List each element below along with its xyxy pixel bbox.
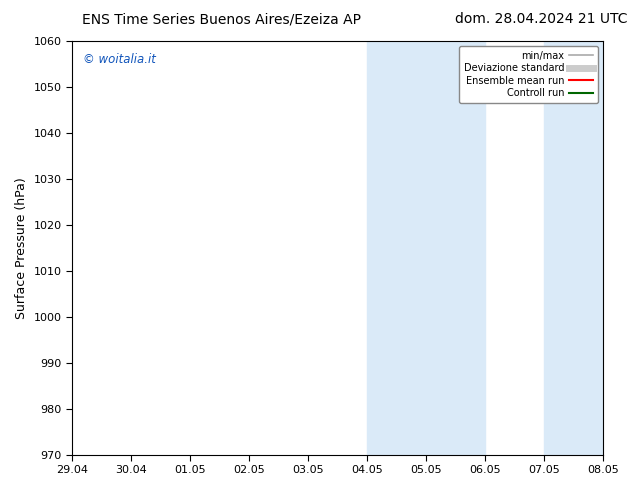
Text: dom. 28.04.2024 21 UTC: dom. 28.04.2024 21 UTC (455, 12, 628, 26)
Text: ENS Time Series Buenos Aires/Ezeiza AP: ENS Time Series Buenos Aires/Ezeiza AP (82, 12, 361, 26)
Bar (367, 41, 485, 455)
Legend: min/max, Deviazione standard, Ensemble mean run, Controll run: min/max, Deviazione standard, Ensemble m… (459, 46, 598, 103)
Y-axis label: Surface Pressure (hPa): Surface Pressure (hPa) (15, 177, 28, 318)
Text: © woitalia.it: © woitalia.it (82, 53, 155, 67)
Bar (544, 41, 615, 455)
